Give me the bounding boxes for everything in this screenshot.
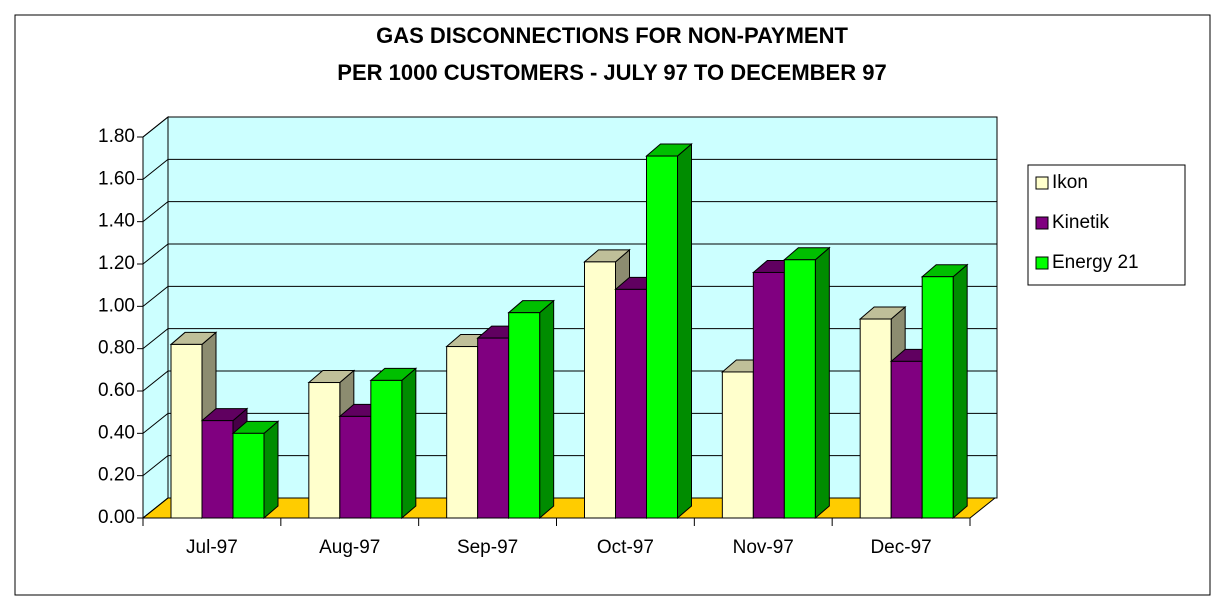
legend-label: Ikon <box>1052 172 1088 193</box>
bar <box>231 420 280 520</box>
side-wall <box>142 115 169 520</box>
y-tick-label: 1.80 <box>98 126 135 147</box>
bar-front <box>783 259 816 519</box>
bar-front <box>201 420 234 519</box>
y-tick-label: 1.40 <box>98 211 135 232</box>
bar-side <box>677 142 692 520</box>
y-tick-label: 1.00 <box>98 295 135 316</box>
bar-side <box>263 420 279 520</box>
x-tick-label: Aug-97 <box>319 537 380 558</box>
bar-front <box>370 379 403 519</box>
bar-front <box>721 371 754 519</box>
bar <box>507 299 556 520</box>
grid-line <box>142 370 997 392</box>
legend-label: Energy 21 <box>1052 252 1139 273</box>
y-tick-label: 1.20 <box>98 253 135 274</box>
bar-front <box>890 360 923 519</box>
bar-side <box>539 299 555 520</box>
legend-swatch <box>1035 216 1049 230</box>
grid-line <box>142 116 997 138</box>
y-tick-label: 0.60 <box>98 380 135 401</box>
x-tick-label: Sep-97 <box>457 537 518 558</box>
grid-line <box>142 158 997 180</box>
bar-side <box>952 263 968 520</box>
x-tick-label: Dec-97 <box>870 537 931 558</box>
bar <box>920 263 969 520</box>
bar-front <box>232 432 265 519</box>
bar-side <box>814 246 830 520</box>
bar-front <box>477 337 510 519</box>
chart-subtitle: PER 1000 CUSTOMERS - JULY 97 TO DECEMBER… <box>337 60 886 85</box>
legend-swatch <box>1035 256 1049 270</box>
y-tick-label: 0.00 <box>98 507 135 528</box>
x-tick-label: Nov-97 <box>733 537 794 558</box>
grid-line <box>142 497 997 519</box>
x-tick-label: Jul-97 <box>186 537 238 558</box>
bar <box>782 246 831 520</box>
bar-side <box>401 367 417 520</box>
bar <box>645 142 693 520</box>
grid-line <box>142 243 997 265</box>
bar <box>369 367 418 520</box>
y-tick-label: 0.20 <box>98 465 135 486</box>
y-tick-label: 0.40 <box>98 422 135 443</box>
bar-front <box>615 288 647 519</box>
grid-line <box>142 201 997 223</box>
bar-front <box>646 155 678 519</box>
bar-front <box>752 271 785 519</box>
bar-front <box>446 346 479 519</box>
bar-front <box>170 343 203 519</box>
bar-front <box>859 318 892 519</box>
bar-front <box>584 261 616 519</box>
grid-line <box>142 455 997 477</box>
grid-line <box>142 285 997 307</box>
grid-line <box>142 412 997 434</box>
bar-front <box>508 312 541 519</box>
legend-box <box>1027 164 1186 286</box>
bar-front <box>921 276 954 519</box>
chart-title: GAS DISCONNECTIONS FOR NON-PAYMENT <box>376 23 848 48</box>
legend-swatch <box>1035 176 1049 190</box>
x-tick-label: Oct-97 <box>597 537 654 558</box>
y-tick-label: 1.60 <box>98 168 135 189</box>
bar-front <box>308 382 341 519</box>
y-tick-label: 0.80 <box>98 338 135 359</box>
bar-front <box>339 415 372 519</box>
grid-line <box>142 328 997 350</box>
legend-label: Kinetik <box>1052 212 1110 233</box>
